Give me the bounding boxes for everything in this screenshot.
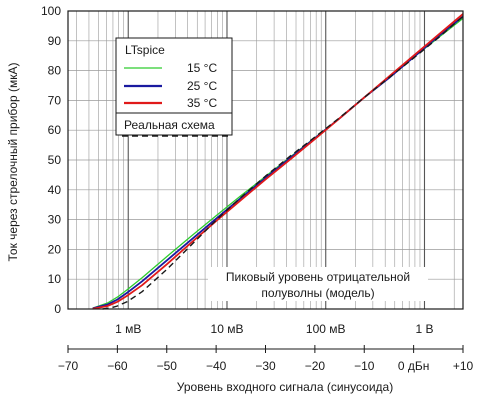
y-tick-label: 20 xyxy=(48,242,62,256)
db-axis-layer: −70 −60 −50 −40 −30 −20 −10 0 дБн +10 xyxy=(58,345,474,373)
volt-tick-label: 1 В xyxy=(415,322,433,336)
series-line-3 xyxy=(102,15,464,310)
y-tick-label: 30 xyxy=(48,213,62,227)
annotation-line-1: Пиковый уровень отрицательной xyxy=(226,270,410,284)
annotation-line-2: полуволны (модель) xyxy=(261,286,374,300)
y-tick-label: 90 xyxy=(48,34,62,48)
y-tick-label: 80 xyxy=(48,64,62,78)
y-tick-label: 100 xyxy=(41,4,61,18)
plot-frame xyxy=(67,10,464,310)
x-axis-title: Уровень входного сигнала (синусоида) xyxy=(177,380,393,394)
db-tick-label: −10 xyxy=(354,359,375,373)
db-tick-label: +10 xyxy=(453,359,474,373)
y-tick-label: 40 xyxy=(48,183,62,197)
db-tick-label: −60 xyxy=(107,359,128,373)
y-axis-title: Ток через стрелочный прибор (мкА) xyxy=(6,63,20,262)
db-tick-label: −30 xyxy=(255,359,276,373)
y-tick-label: 10 xyxy=(48,272,62,286)
db-tick-label: −70 xyxy=(58,359,79,373)
series-line-2 xyxy=(92,13,464,310)
axis-layer: 0 10 20 30 40 50 60 70 80 90 100 xyxy=(41,4,464,316)
y-tick-label: 50 xyxy=(48,153,62,167)
legend-label-25c: 25 °C xyxy=(187,79,217,93)
db-tick-label: −50 xyxy=(157,359,178,373)
db-tick-label: −20 xyxy=(305,359,326,373)
series-layer xyxy=(92,13,464,310)
volt-tick-label: 1 мВ xyxy=(115,322,141,336)
db-tick-label: −40 xyxy=(206,359,227,373)
volt-tick-label: 10 мВ xyxy=(211,322,244,336)
legend-title: LTspice xyxy=(125,43,165,57)
annotation-box xyxy=(208,267,428,301)
annotation: Пиковый уровень отрицательной полуволны … xyxy=(208,267,428,301)
db-tick-label: 0 дБн xyxy=(398,359,430,373)
volt-tick-label: 100 мВ xyxy=(306,322,346,336)
legend-label-15c: 15 °C xyxy=(187,61,217,75)
y-tick-label: 60 xyxy=(48,123,62,137)
y-tick-label: 70 xyxy=(48,93,62,107)
legend-label-real: Реальная схема xyxy=(124,118,215,132)
y-tick-label: 0 xyxy=(54,302,61,316)
volt-scale-layer: 1 мВ 10 мВ 100 мВ 1 В xyxy=(115,322,433,336)
legend-label-35c: 35 °C xyxy=(187,96,217,110)
legend: LTspice 15 °C 25 °C 35 °C Реальная схема xyxy=(115,37,233,137)
